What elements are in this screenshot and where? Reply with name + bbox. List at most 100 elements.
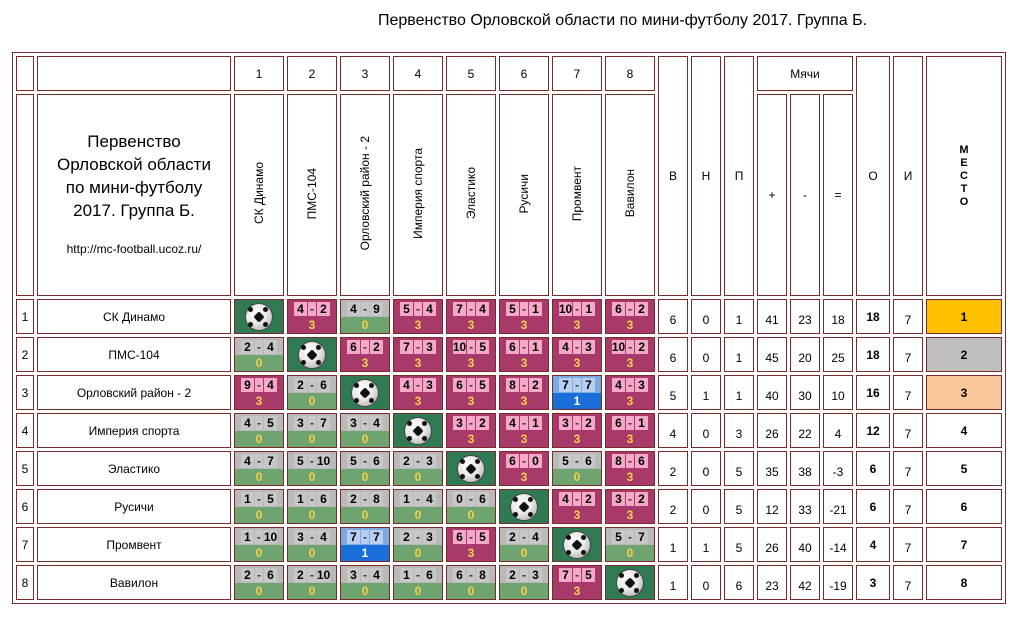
team-name: ПМС-104	[37, 337, 231, 372]
goals-against: 22	[790, 413, 820, 448]
match-points: 0	[288, 431, 336, 447]
col-team-label: Эластико	[464, 167, 478, 220]
match-points: 0	[553, 469, 601, 485]
goals-scored: 5	[612, 529, 625, 544]
col-team-header: Промвент	[552, 94, 602, 296]
col-team-label: Империя спорта	[411, 148, 425, 239]
score-separator: -	[255, 567, 263, 582]
goals-conceded: 10	[316, 453, 331, 468]
place: 6	[926, 489, 1002, 524]
score-separator: -	[414, 453, 422, 468]
score-separator: -	[520, 301, 528, 316]
match-points: 0	[606, 545, 654, 561]
table-row: 1 СК Динамо 4-2 3 4-9 0 5-4 3 7-4 3 5-1 3 10-1 3 6-2 3 6…	[16, 299, 1002, 334]
col-team-header: Русичи	[499, 94, 549, 296]
soccer-ball-icon	[245, 302, 273, 331]
goals-conceded: 8	[370, 491, 383, 506]
goals-conceded: 7	[317, 415, 330, 430]
match-score: 6-2	[606, 300, 654, 317]
goals-for: 41	[757, 299, 787, 334]
match-points: 0	[235, 507, 283, 523]
goals-scored: 6	[612, 301, 625, 316]
row-number: 8	[16, 565, 34, 600]
points: 6	[856, 451, 890, 486]
score-separator: -	[573, 567, 581, 582]
score-separator: -	[308, 415, 316, 430]
score-separator: -	[414, 301, 422, 316]
match-score: 2-6	[235, 566, 283, 583]
goals-against: 38	[790, 451, 820, 486]
wins: 6	[658, 337, 688, 372]
match-points: 0	[235, 469, 283, 485]
score-separator: -	[414, 377, 422, 392]
score-separator: -	[467, 491, 475, 506]
score-separator: -	[308, 377, 316, 392]
score-separator: -	[520, 453, 528, 468]
header-blank	[37, 56, 231, 91]
col-team-header: Вавилон	[605, 94, 655, 296]
draws: 0	[691, 451, 721, 486]
match-score: 4-2	[553, 490, 601, 507]
games-played: 7	[893, 489, 923, 524]
match-score: 6-1	[606, 414, 654, 431]
goals-conceded: 3	[582, 339, 595, 354]
match-score: 8-2	[500, 376, 548, 393]
match-points: 3	[447, 355, 495, 371]
goals-scored: 7	[559, 377, 572, 392]
goals-scored: 3	[294, 529, 307, 544]
goals-conceded: 2	[370, 339, 383, 354]
score-separator: -	[307, 567, 316, 582]
score-separator: -	[255, 491, 263, 506]
goals-conceded: 5	[476, 339, 490, 354]
col-number: 2	[287, 56, 337, 91]
site-url[interactable]: http://mc-football.ucoz.ru/	[66, 241, 202, 256]
place: 4	[926, 413, 1002, 448]
match-score: 4-1	[500, 414, 548, 431]
goals-for: 23	[757, 565, 787, 600]
score-separator: -	[308, 301, 316, 316]
soccer-ball-icon	[298, 340, 326, 369]
col-team-label: Промвент	[570, 165, 584, 222]
match-points: 3	[447, 545, 495, 561]
match-points: 0	[447, 507, 495, 523]
match-points: 0	[394, 469, 442, 485]
goals-conceded: 3	[423, 453, 436, 468]
match-points: 3	[394, 393, 442, 409]
match-points: 3	[606, 393, 654, 409]
goals-scored: 4	[506, 415, 519, 430]
goals-for: 12	[757, 489, 787, 524]
self-match-cell	[234, 299, 284, 334]
goals-conceded: 8	[476, 567, 489, 582]
match-points: 3	[553, 583, 601, 599]
match-points: 0	[500, 545, 548, 561]
match-score: 4-9	[341, 300, 389, 317]
goals-conceded: 6	[317, 377, 330, 392]
goals-scored: 2	[400, 453, 413, 468]
goals-against: 30	[790, 375, 820, 410]
goals-conceded: 5	[264, 415, 277, 430]
match-points: 0	[341, 507, 389, 523]
score-separator: -	[573, 491, 581, 506]
wins: 6	[658, 299, 688, 334]
goals-conceded: 5	[476, 529, 489, 544]
score-separator: -	[361, 339, 369, 354]
match-points: 0	[288, 583, 336, 599]
score-separator: -	[520, 377, 528, 392]
match-points: 3	[500, 469, 548, 485]
match-score: 2-3	[394, 452, 442, 469]
score-separator: -	[307, 453, 316, 468]
match-score: 6-5	[447, 376, 495, 393]
draws: 1	[691, 375, 721, 410]
